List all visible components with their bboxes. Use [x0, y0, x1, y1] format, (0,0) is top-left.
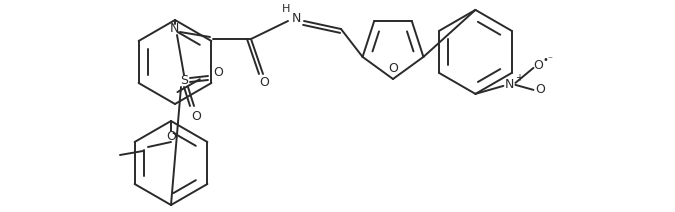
- Text: O: O: [213, 67, 223, 80]
- Text: O: O: [166, 131, 176, 144]
- Text: N: N: [292, 13, 300, 25]
- Text: +: +: [516, 73, 523, 83]
- Text: N: N: [169, 22, 179, 35]
- Text: S: S: [180, 74, 188, 88]
- Text: O: O: [533, 59, 543, 72]
- Text: O: O: [191, 110, 201, 124]
- Text: N: N: [505, 78, 514, 91]
- Text: H: H: [282, 4, 290, 14]
- Text: O: O: [259, 77, 269, 89]
- Text: O: O: [388, 63, 398, 75]
- Text: O: O: [535, 83, 545, 96]
- Text: •⁻: •⁻: [543, 55, 554, 65]
